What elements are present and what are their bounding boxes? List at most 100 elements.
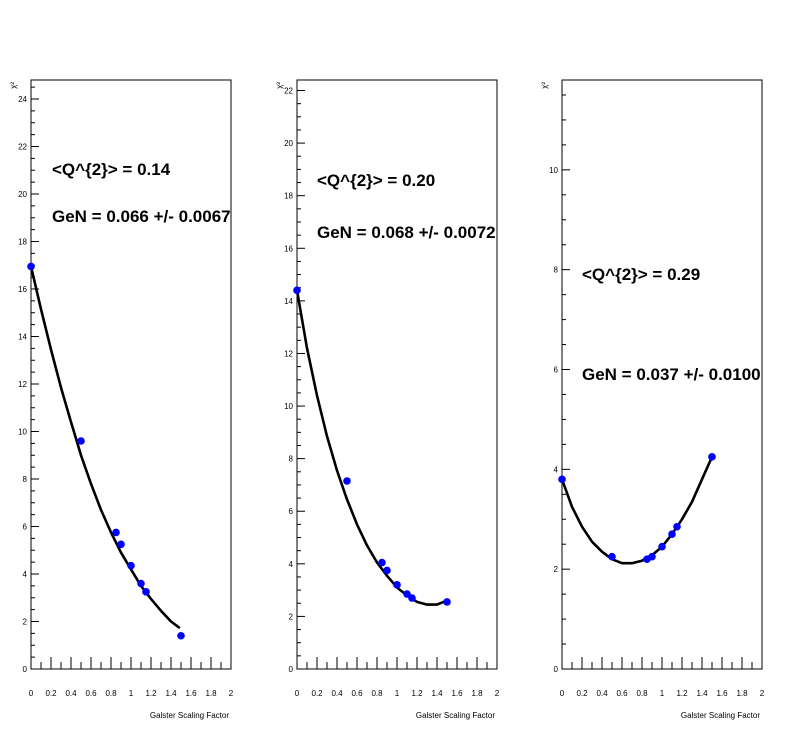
x-tick-label: 0.6 xyxy=(85,689,97,698)
x-tick-label: 2 xyxy=(760,689,765,698)
x-tick-label: 0.8 xyxy=(636,689,648,698)
x-tick-label: 1.6 xyxy=(451,689,463,698)
y-axis-title: χ² xyxy=(275,82,284,89)
gen-annotation: GeN = 0.037 +/- 0.0100 xyxy=(582,365,761,384)
data-point xyxy=(127,561,135,570)
y-tick-label: 2 xyxy=(289,612,294,621)
x-tick-label: 1.4 xyxy=(696,689,708,698)
x-tick-label: 0 xyxy=(29,689,34,698)
x-tick-label: 1.8 xyxy=(471,689,483,698)
y-tick-label: 20 xyxy=(18,190,27,199)
y-tick-label: 2 xyxy=(554,565,559,574)
y-tick-label: 4 xyxy=(289,560,294,569)
x-tick-label: 0 xyxy=(295,689,300,698)
x-axis-title: Galster Scaling Factor xyxy=(681,711,760,720)
data-point xyxy=(177,631,185,640)
q2-annotation: <Q^{2}> = 0.20 xyxy=(317,171,435,190)
gen-annotation: GeN = 0.068 +/- 0.0072 xyxy=(317,223,496,242)
y-tick-label: 6 xyxy=(554,366,559,375)
y-tick-label: 2 xyxy=(23,618,28,627)
x-tick-label: 0.4 xyxy=(596,689,608,698)
fit-curve xyxy=(29,265,181,629)
x-tick-label: 1.8 xyxy=(205,689,217,698)
q2-annotation: <Q^{2}> = 0.14 xyxy=(52,160,171,179)
x-tick-label: 0.6 xyxy=(616,689,628,698)
x-tick-label: 1 xyxy=(660,689,665,698)
x-tick-label: 1 xyxy=(129,689,134,698)
y-tick-label: 22 xyxy=(284,87,293,96)
data-point xyxy=(378,558,386,567)
data-point xyxy=(343,477,351,485)
data-point xyxy=(137,579,145,588)
data-point xyxy=(393,581,401,589)
data-point xyxy=(658,542,666,551)
data-point xyxy=(293,286,301,295)
y-tick-label: 18 xyxy=(284,192,293,201)
x-tick-label: 1.2 xyxy=(411,689,423,698)
x-tick-label: 0.2 xyxy=(45,689,57,698)
y-tick-label: 10 xyxy=(284,402,293,411)
data-point xyxy=(608,552,616,561)
x-tick-label: 2 xyxy=(229,689,234,698)
y-tick-label: 6 xyxy=(289,507,294,516)
data-point xyxy=(112,528,120,537)
y-tick-label: 10 xyxy=(18,428,27,437)
data-point xyxy=(142,588,150,596)
chart-panel-2: 0 2 4 6 8 10 12 14 16 18 20 22 0 0.2 0.4 0.6 0.8 1 1.2 1.4 1… xyxy=(275,79,500,720)
x-tick-label: 1.4 xyxy=(165,689,177,698)
x-axis-title: Galster Scaling Factor xyxy=(150,711,229,720)
x-tick-label: 1.6 xyxy=(716,689,728,698)
data-point xyxy=(648,552,656,561)
x-tick-label: 0.2 xyxy=(576,689,588,698)
q2-annotation: <Q^{2}> = 0.29 xyxy=(582,265,700,284)
x-tick-label: 0.8 xyxy=(105,689,117,698)
y-tick-label: 6 xyxy=(23,523,28,532)
x-tick-label: 0 xyxy=(560,689,565,698)
y-tick-label: 0 xyxy=(289,665,294,674)
x-tick-label: 0.4 xyxy=(65,689,77,698)
y-tick-label: 18 xyxy=(18,238,27,247)
y-tick-label: 16 xyxy=(284,244,293,253)
fit-curve xyxy=(295,289,449,606)
data-point xyxy=(708,453,716,461)
x-tick-label: 0.8 xyxy=(371,689,383,698)
y-tick-label: 12 xyxy=(18,380,27,389)
data-point xyxy=(77,437,85,445)
plot-frame xyxy=(296,79,498,670)
fit-curve xyxy=(560,455,714,565)
y-tick-label: 20 xyxy=(284,139,293,148)
y-tick-label: 14 xyxy=(18,333,27,342)
data-point xyxy=(443,598,451,606)
data-point xyxy=(673,522,681,531)
y-tick-label: 10 xyxy=(549,166,558,175)
y-tick-label: 22 xyxy=(18,143,27,152)
x-tick-label: 1.2 xyxy=(145,689,157,698)
x-tick-label: 1.2 xyxy=(676,689,688,698)
y-tick-label: 4 xyxy=(554,465,559,474)
y-tick-label: 12 xyxy=(284,349,293,358)
x-tick-label: 1 xyxy=(395,689,400,698)
x-tick-label: 1.8 xyxy=(736,689,748,698)
x-tick-label: 1.6 xyxy=(185,689,197,698)
y-tick-label: 14 xyxy=(284,297,293,306)
y-tick-label: 0 xyxy=(23,665,28,674)
data-point xyxy=(117,540,125,549)
gen-annotation: GeN = 0.066 +/- 0.0067 xyxy=(52,207,231,226)
y-tick-label: 24 xyxy=(18,95,27,104)
y-tick-label: 8 xyxy=(554,266,559,275)
data-point xyxy=(27,262,35,271)
x-tick-label: 0.6 xyxy=(351,689,363,698)
x-tick-label: 2 xyxy=(495,689,500,698)
y-tick-label: 8 xyxy=(23,475,28,484)
y-axis-title: χ² xyxy=(9,82,18,89)
data-point xyxy=(558,475,566,484)
y-tick-label: 8 xyxy=(289,455,294,464)
chart-panel-3: 0 2 4 6 8 10 0 0.2 0.4 0.6 0.8 1 1.2 1.4 1.6 1.8 2 Galste… xyxy=(540,79,765,720)
y-tick-label: 4 xyxy=(23,570,28,579)
y-axis-title: χ² xyxy=(540,82,549,89)
y-tick-label: 0 xyxy=(554,665,559,674)
data-point xyxy=(383,566,391,575)
x-axis-title: Galster Scaling Factor xyxy=(416,711,495,720)
